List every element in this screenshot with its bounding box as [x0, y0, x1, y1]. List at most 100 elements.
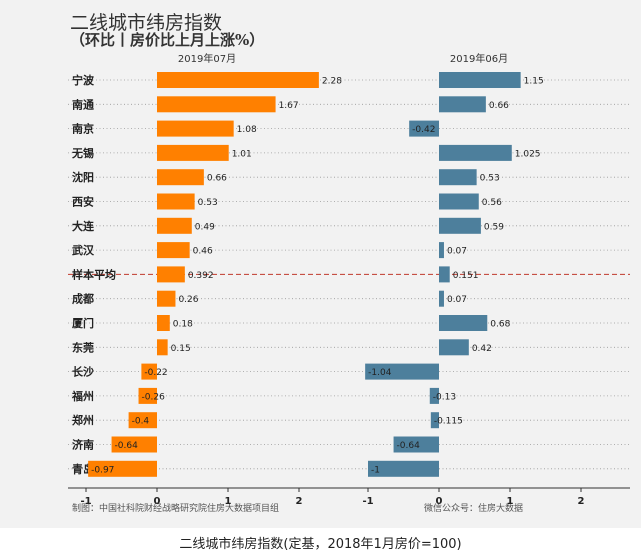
- right-data-label: 0.07: [447, 247, 467, 257]
- right-data-label: -0.13: [433, 392, 456, 402]
- right-tick-label: 1: [507, 496, 514, 507]
- chart-title: 二线城市纬房指数: [70, 12, 223, 34]
- left-data-label: 0.46: [193, 247, 213, 257]
- right-bar: [409, 120, 439, 137]
- left-tick-label: 2: [296, 496, 303, 507]
- right-bar: [439, 266, 450, 283]
- right-bar: [393, 436, 439, 453]
- category-label: 厦门: [72, 316, 94, 330]
- right-bar: [439, 242, 444, 259]
- chart-subtitle: （环比丨房价比上月上涨%）: [70, 31, 265, 49]
- category-label: 大连: [72, 219, 95, 233]
- right-bar: [439, 96, 486, 113]
- right-data-label: -1.04: [368, 368, 392, 378]
- left-panel-title: 2019年07月: [178, 52, 236, 65]
- left-bar: [157, 193, 195, 210]
- category-label: 南京: [72, 122, 94, 136]
- left-bar: [157, 96, 276, 113]
- left-data-label: 0.26: [178, 295, 198, 305]
- left-bar: [88, 460, 157, 477]
- right-bar: [439, 193, 479, 210]
- category-label: 福州: [71, 389, 94, 403]
- left-data-label: 0.15: [171, 344, 191, 354]
- source-left: 制图：中国社科院财经战略研究院住房大数据项目组: [72, 502, 279, 514]
- left-bar: [141, 363, 157, 380]
- right-data-label: -1: [371, 465, 380, 475]
- left-data-label: -0.97: [91, 465, 114, 475]
- left-data-label: 0.49: [195, 222, 215, 232]
- right-data-label: 0.07: [447, 295, 467, 305]
- category-label: 东莞: [72, 340, 94, 354]
- right-data-label: 1.025: [515, 149, 541, 159]
- left-data-label: 0.53: [198, 198, 218, 208]
- right-data-label: -0.115: [434, 417, 463, 427]
- left-tick-label: 0: [154, 496, 161, 507]
- right-bar: [439, 169, 477, 186]
- chart-panel: [0, 0, 641, 528]
- left-bar: [128, 412, 157, 429]
- right-data-label: 0.53: [480, 174, 500, 184]
- right-tick-label: -1: [362, 496, 373, 507]
- right-data-label: 0.66: [489, 101, 509, 111]
- category-label: 西安: [72, 195, 94, 209]
- right-bar: [430, 412, 439, 429]
- category-label: 沈阳: [72, 170, 94, 184]
- category-label: 武汉: [72, 243, 95, 257]
- right-panel-title: 2019年06月: [450, 52, 508, 65]
- right-tick-label: 2: [578, 496, 585, 507]
- right-bar: [429, 387, 439, 404]
- left-bar: [157, 315, 170, 331]
- left-data-label: -0.64: [115, 441, 139, 451]
- figure-caption: 二线城市纬房指数(定基，2018年1月房价=100): [179, 537, 462, 552]
- category-label: 南通: [72, 97, 94, 111]
- left-data-label: 1.67: [279, 101, 299, 111]
- left-tick-label: 1: [225, 496, 232, 507]
- left-bar: [157, 266, 185, 283]
- left-data-label: 0.392: [188, 271, 214, 281]
- category-label: 样本平均: [72, 267, 116, 281]
- left-bar: [157, 169, 204, 186]
- left-data-label: 1.01: [232, 149, 252, 159]
- left-bar: [157, 339, 168, 356]
- right-data-label: 0.42: [472, 344, 492, 354]
- right-data-label: 1.15: [524, 77, 544, 87]
- left-data-label: 0.18: [173, 320, 193, 330]
- right-bar: [439, 144, 512, 161]
- source-right: 微信公众号：住房大数据: [424, 502, 523, 514]
- left-bar: [157, 290, 176, 307]
- left-bar: [157, 242, 190, 259]
- right-data-label: -0.64: [397, 441, 421, 451]
- category-label: 郑州: [72, 413, 94, 427]
- left-bar: [138, 387, 157, 404]
- left-data-label: 0.66: [207, 174, 227, 184]
- left-bar: [111, 436, 157, 453]
- left-data-label: 1.08: [237, 125, 257, 135]
- right-bar: [439, 339, 469, 356]
- left-tick-label: -1: [80, 496, 91, 507]
- right-data-label: 0.56: [482, 198, 502, 208]
- right-bar: [439, 217, 481, 234]
- left-bar: [157, 120, 234, 137]
- category-label: 成都: [72, 292, 94, 306]
- right-bar: [368, 460, 439, 477]
- left-data-label: -0.4: [132, 417, 150, 427]
- right-data-label: -0.42: [412, 125, 435, 135]
- right-bar: [439, 315, 488, 331]
- left-bar: [157, 217, 192, 234]
- bar-chart: 制图：中国社科院财经战略研究院住房大数据项目组 微信公众号：住房大数据 宁波南通…: [68, 52, 630, 514]
- right-data-label: 0.68: [490, 320, 510, 330]
- left-data-label: -0.26: [142, 392, 166, 402]
- category-label: 长沙: [72, 365, 94, 379]
- left-bar: [157, 144, 229, 161]
- right-tick-label: 0: [436, 496, 443, 507]
- left-data-label: -0.22: [144, 368, 167, 378]
- right-bar: [439, 72, 521, 88]
- category-label: 济南: [72, 438, 94, 452]
- right-bar: [365, 363, 439, 380]
- left-data-label: 2.28: [322, 77, 342, 87]
- right-bar: [439, 290, 444, 307]
- left-bar: [157, 72, 319, 88]
- right-data-label: 0.59: [484, 222, 504, 232]
- right-data-label: 0.151: [453, 271, 479, 281]
- category-label: 无锡: [71, 146, 94, 160]
